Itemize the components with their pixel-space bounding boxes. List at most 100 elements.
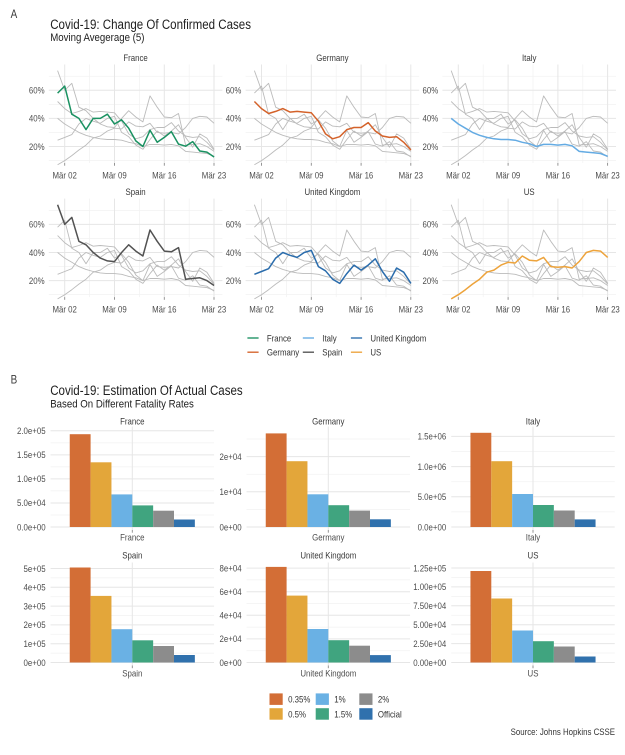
svg-text:Mär 02: Mär 02: [446, 170, 470, 180]
svg-text:1e+05: 1e+05: [24, 639, 46, 649]
svg-text:0.35%: 0.35%: [288, 695, 310, 705]
svg-text:Mär 09: Mär 09: [102, 170, 126, 180]
svg-text:20%: 20%: [423, 276, 439, 286]
svg-text:40%: 40%: [29, 114, 45, 124]
svg-text:United Kingdom: United Kingdom: [300, 550, 356, 560]
svg-text:Germany: Germany: [312, 533, 345, 543]
svg-text:Italy: Italy: [522, 53, 537, 63]
svg-text:1.5%: 1.5%: [334, 710, 352, 720]
svg-text:0e+00: 0e+00: [220, 658, 242, 668]
svg-text:Mär 23: Mär 23: [399, 170, 423, 180]
svg-text:Mär 16: Mär 16: [152, 170, 176, 180]
svg-text:Source: Johns Hopkins CSSE: Source: Johns Hopkins CSSE: [511, 727, 615, 737]
svg-text:1.00e+05: 1.00e+05: [413, 582, 446, 592]
svg-text:20%: 20%: [29, 276, 45, 286]
svg-text:Mär 16: Mär 16: [349, 170, 373, 180]
svg-text:1%: 1%: [334, 695, 345, 705]
svg-text:5e+05: 5e+05: [24, 564, 46, 574]
svg-text:Official: Official: [378, 710, 402, 720]
svg-text:40%: 40%: [423, 248, 439, 258]
svg-text:0.00e+00: 0.00e+00: [413, 658, 446, 668]
svg-text:20%: 20%: [29, 142, 45, 152]
svg-text:United Kingdom: United Kingdom: [370, 333, 426, 343]
svg-text:B: B: [11, 374, 18, 386]
svg-text:40%: 40%: [423, 114, 439, 124]
svg-text:5.0e+05: 5.0e+05: [418, 492, 447, 502]
svg-text:Germany: Germany: [267, 348, 300, 358]
svg-text:Mär 23: Mär 23: [595, 170, 619, 180]
svg-text:France: France: [120, 417, 144, 427]
svg-text:France: France: [267, 333, 291, 343]
svg-text:5.0e+04: 5.0e+04: [17, 498, 46, 508]
svg-text:Covid-19: Change Of Confirmed: Covid-19: Change Of Confirmed Cases: [50, 17, 251, 32]
svg-text:1.5e+05: 1.5e+05: [17, 450, 46, 460]
svg-text:Germany: Germany: [316, 53, 349, 63]
svg-text:60%: 60%: [226, 86, 242, 96]
svg-text:4e+05: 4e+05: [24, 583, 46, 593]
svg-text:0.5%: 0.5%: [288, 710, 306, 720]
svg-text:Mär 02: Mär 02: [53, 170, 77, 180]
svg-text:8e+04: 8e+04: [220, 563, 242, 573]
svg-text:United Kingdom: United Kingdom: [300, 668, 356, 678]
svg-text:Germany: Germany: [312, 417, 345, 427]
svg-text:3e+05: 3e+05: [24, 601, 46, 611]
svg-text:2e+04: 2e+04: [220, 452, 242, 462]
svg-text:60%: 60%: [226, 220, 242, 230]
svg-text:40%: 40%: [226, 114, 242, 124]
svg-text:1.5e+06: 1.5e+06: [418, 432, 447, 442]
svg-text:4e+04: 4e+04: [220, 611, 242, 621]
svg-text:40%: 40%: [226, 248, 242, 258]
svg-text:20%: 20%: [226, 276, 242, 286]
svg-text:US: US: [524, 187, 535, 197]
svg-text:US: US: [528, 668, 539, 678]
svg-text:Spain: Spain: [122, 668, 142, 678]
svg-text:Mär 23: Mär 23: [202, 305, 226, 315]
svg-text:60%: 60%: [29, 86, 45, 96]
svg-text:Spain: Spain: [322, 348, 342, 358]
svg-text:Mär 09: Mär 09: [299, 170, 323, 180]
svg-text:60%: 60%: [423, 220, 439, 230]
svg-text:US: US: [370, 348, 381, 358]
svg-text:A: A: [11, 9, 18, 21]
svg-text:7.50e+04: 7.50e+04: [413, 601, 446, 611]
svg-text:Mär 23: Mär 23: [202, 170, 226, 180]
svg-text:Mär 16: Mär 16: [546, 170, 570, 180]
svg-text:Moving Avegerage (5): Moving Avegerage (5): [50, 32, 144, 44]
svg-text:0.0e+00: 0.0e+00: [17, 522, 46, 532]
svg-text:Based On Different Fatality Ra: Based On Different Fatality Rates: [50, 398, 194, 410]
svg-text:2e+05: 2e+05: [24, 620, 46, 630]
svg-text:Mär 02: Mär 02: [53, 305, 77, 315]
svg-text:20%: 20%: [226, 142, 242, 152]
svg-text:Italy: Italy: [322, 333, 337, 343]
svg-text:2e+04: 2e+04: [220, 634, 242, 644]
svg-text:60%: 60%: [29, 220, 45, 230]
svg-text:Mär 09: Mär 09: [299, 305, 323, 315]
svg-text:Mär 16: Mär 16: [546, 305, 570, 315]
svg-text:2.50e+04: 2.50e+04: [413, 639, 446, 649]
svg-text:United Kingdom: United Kingdom: [304, 187, 360, 197]
svg-text:0e+00: 0e+00: [220, 522, 242, 532]
svg-text:Mär 23: Mär 23: [399, 305, 423, 315]
svg-text:Spain: Spain: [122, 550, 142, 560]
svg-text:Italy: Italy: [526, 533, 541, 543]
svg-text:60%: 60%: [423, 86, 439, 96]
svg-text:France: France: [120, 533, 144, 543]
svg-text:Mär 16: Mär 16: [152, 305, 176, 315]
svg-text:Mär 09: Mär 09: [496, 170, 520, 180]
svg-text:20%: 20%: [423, 142, 439, 152]
svg-text:Mär 09: Mär 09: [496, 305, 520, 315]
svg-text:0.0e+00: 0.0e+00: [418, 522, 447, 532]
svg-text:5.00e+04: 5.00e+04: [413, 620, 446, 630]
svg-text:US: US: [528, 550, 539, 560]
svg-text:France: France: [123, 53, 147, 63]
svg-text:40%: 40%: [29, 248, 45, 258]
svg-text:1.0e+05: 1.0e+05: [17, 474, 46, 484]
svg-text:1.0e+06: 1.0e+06: [418, 462, 447, 472]
svg-text:Covid-19: Estimation Of Actual: Covid-19: Estimation Of Actual Cases: [50, 383, 243, 398]
svg-text:Mär 16: Mär 16: [349, 305, 373, 315]
svg-text:Mär 02: Mär 02: [249, 170, 273, 180]
svg-text:Spain: Spain: [126, 187, 146, 197]
svg-text:6e+04: 6e+04: [220, 587, 242, 597]
svg-text:1e+04: 1e+04: [220, 487, 242, 497]
svg-text:Italy: Italy: [526, 417, 541, 427]
